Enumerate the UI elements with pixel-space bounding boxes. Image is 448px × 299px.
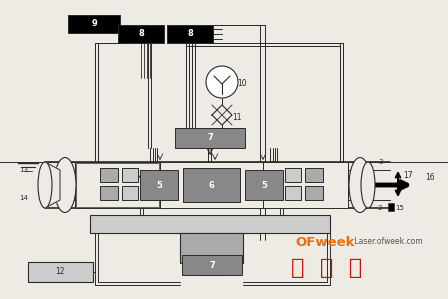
Bar bbox=[68, 15, 120, 33]
Bar bbox=[100, 168, 118, 182]
Bar bbox=[198, 263, 225, 275]
Bar bbox=[122, 168, 138, 182]
Bar bbox=[182, 255, 242, 275]
Text: 8: 8 bbox=[138, 30, 144, 39]
Text: 3: 3 bbox=[378, 159, 383, 165]
Ellipse shape bbox=[361, 162, 375, 208]
Bar bbox=[175, 128, 245, 148]
Bar bbox=[285, 186, 301, 200]
Text: 11: 11 bbox=[232, 112, 242, 121]
Text: 15: 15 bbox=[395, 205, 404, 211]
Text: 9: 9 bbox=[91, 19, 97, 28]
Bar bbox=[167, 25, 213, 43]
Bar bbox=[180, 233, 243, 263]
Bar bbox=[122, 186, 138, 200]
Text: 8: 8 bbox=[187, 30, 193, 39]
Bar bbox=[263, 162, 348, 208]
Text: 12: 12 bbox=[55, 268, 65, 277]
Text: 激  光  网: 激 光 网 bbox=[291, 258, 362, 278]
Bar bbox=[305, 168, 323, 182]
Circle shape bbox=[206, 66, 238, 98]
Bar bbox=[75, 162, 160, 208]
Bar bbox=[90, 215, 330, 233]
Bar bbox=[285, 168, 301, 182]
Text: 6: 6 bbox=[208, 181, 214, 190]
Polygon shape bbox=[45, 162, 60, 208]
Bar bbox=[118, 25, 164, 43]
Text: 17: 17 bbox=[403, 170, 413, 179]
Bar bbox=[245, 170, 283, 200]
Text: 7: 7 bbox=[207, 133, 213, 143]
Bar bbox=[388, 203, 394, 211]
Text: OFweek: OFweek bbox=[295, 236, 354, 248]
Text: 16: 16 bbox=[425, 173, 435, 182]
Text: 13: 13 bbox=[19, 167, 28, 173]
Text: 5: 5 bbox=[261, 181, 267, 190]
Text: 10: 10 bbox=[237, 80, 247, 89]
Bar bbox=[140, 170, 178, 200]
Ellipse shape bbox=[54, 158, 76, 213]
Bar bbox=[305, 186, 323, 200]
Bar bbox=[28, 262, 93, 282]
Ellipse shape bbox=[349, 158, 371, 213]
Text: Laser.ofweek.com: Laser.ofweek.com bbox=[352, 237, 422, 246]
Bar bbox=[160, 162, 263, 208]
Text: 14: 14 bbox=[19, 195, 28, 201]
Bar bbox=[76, 163, 159, 207]
Bar bbox=[183, 168, 240, 202]
Bar bbox=[100, 186, 118, 200]
Ellipse shape bbox=[38, 162, 52, 208]
Text: 5: 5 bbox=[156, 181, 162, 190]
Text: 7: 7 bbox=[209, 260, 215, 269]
Text: 2: 2 bbox=[378, 205, 383, 211]
